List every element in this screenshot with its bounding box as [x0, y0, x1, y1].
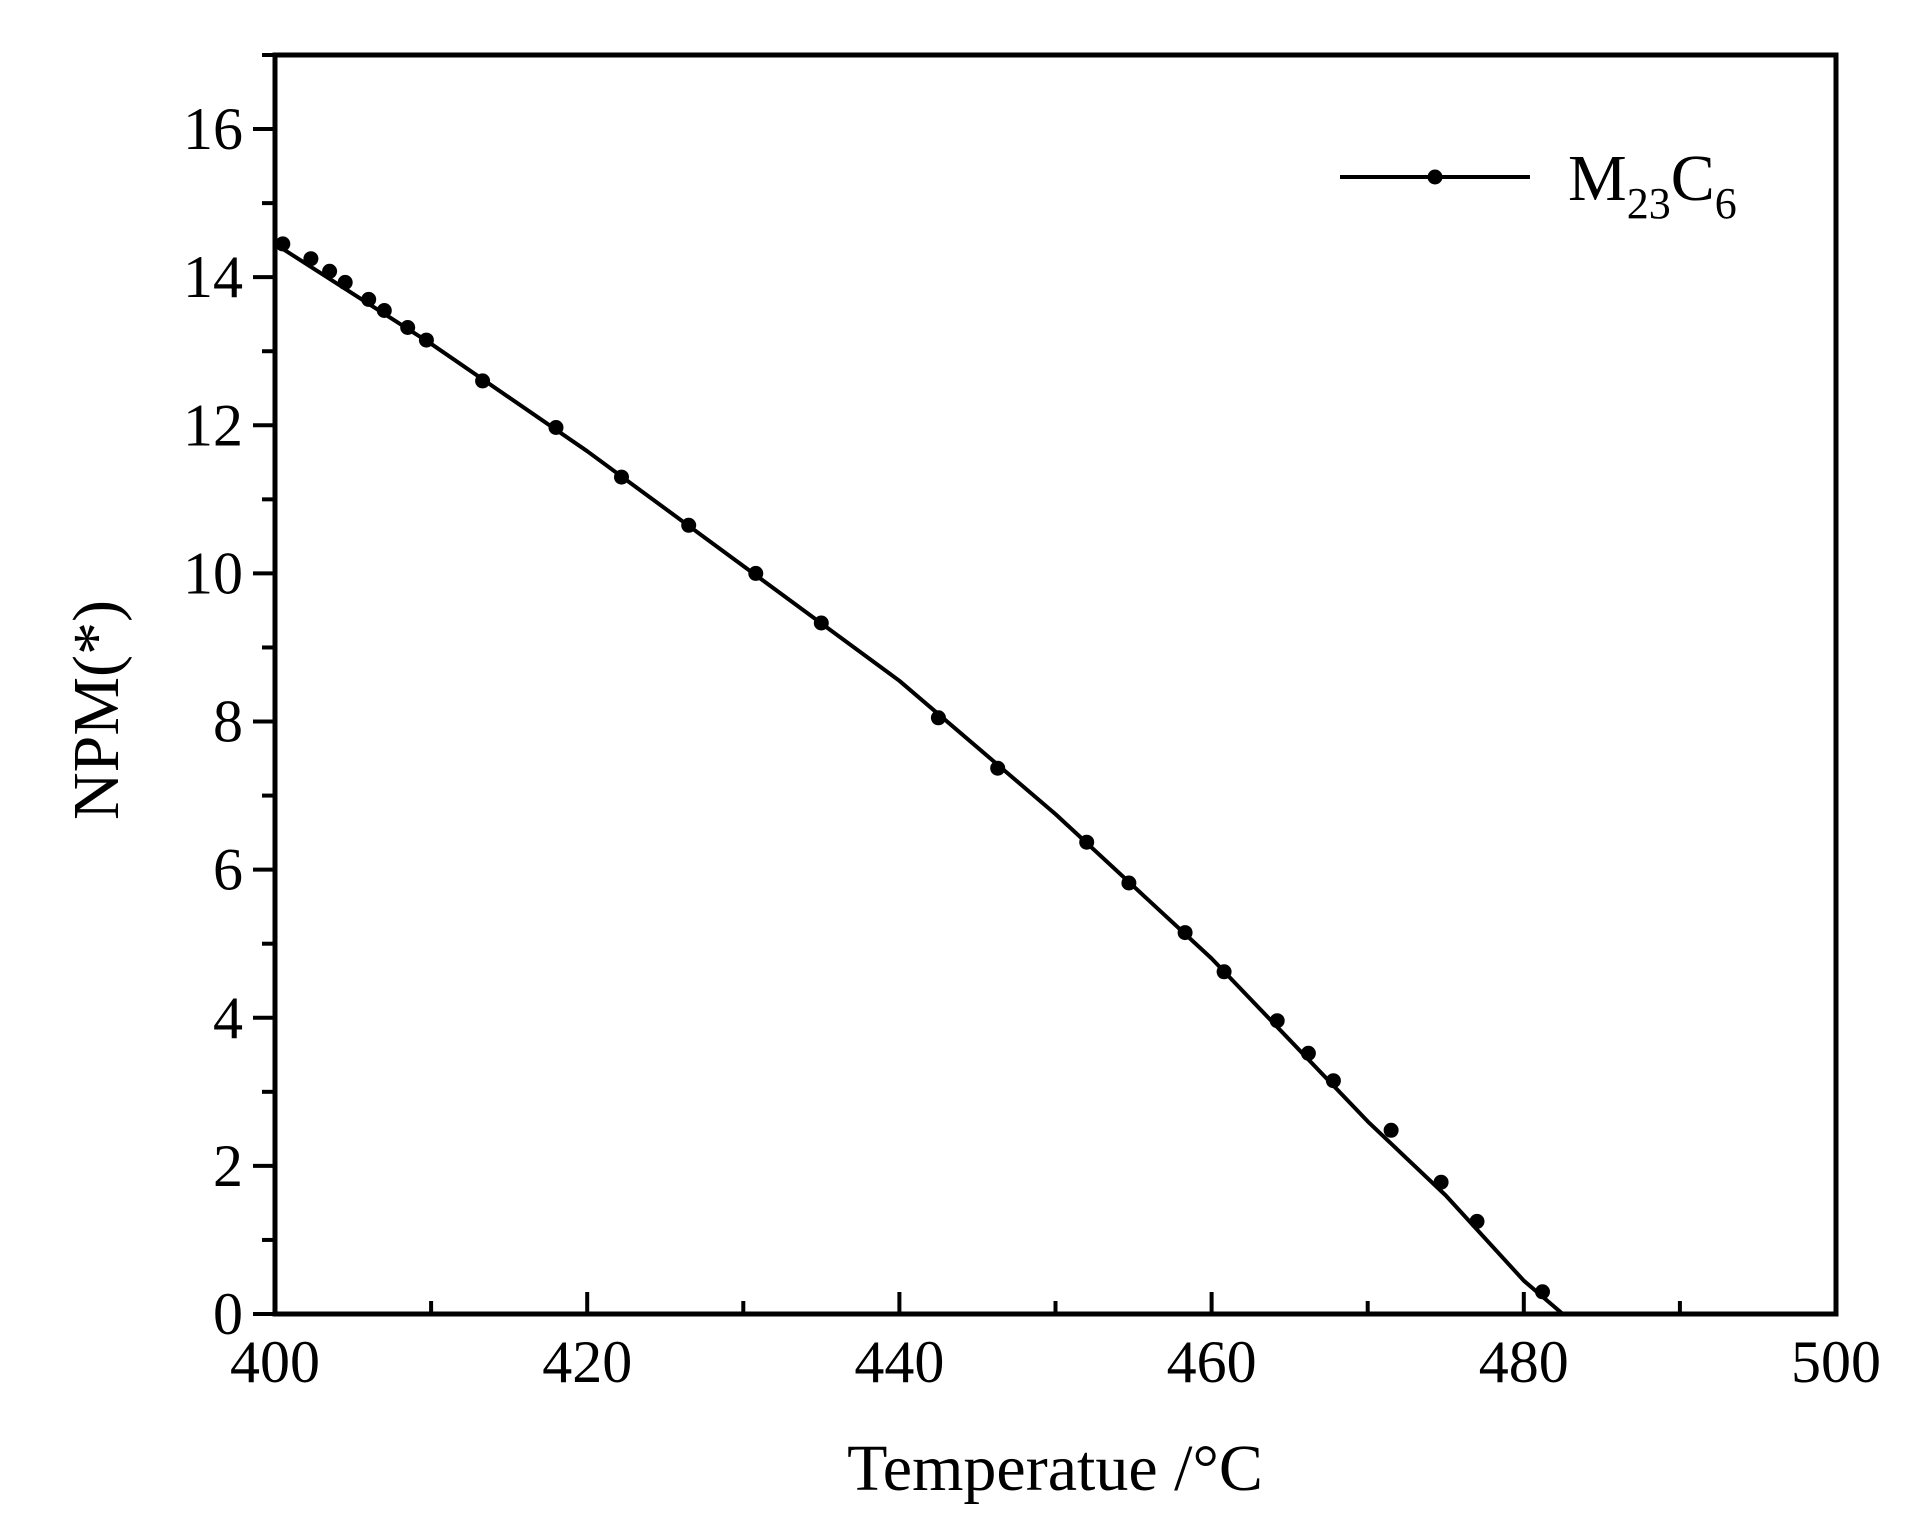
- y-tick-label: 12: [183, 392, 243, 458]
- legend-marker: [1427, 169, 1443, 185]
- y-tick-label: 2: [213, 1133, 243, 1199]
- legend-label: M23C6: [1568, 142, 1737, 228]
- data-point: [1216, 964, 1232, 980]
- y-tick-label: 0: [213, 1281, 243, 1347]
- data-point: [681, 517, 697, 533]
- tick-labels-layer: 400 420 440 460 480 500 0 2 4 6 8 10 12 14 16: [183, 96, 1881, 1395]
- y-tick-label: 4: [213, 985, 243, 1051]
- data-point: [1079, 834, 1095, 850]
- data-point: [548, 420, 564, 435]
- x-tick-label: 480: [1479, 1329, 1569, 1395]
- data-point: [1269, 1013, 1285, 1029]
- data-point: [1325, 1073, 1341, 1089]
- data-point: [614, 469, 629, 485]
- data-point: [1383, 1122, 1399, 1138]
- y-tick-label: 14: [183, 244, 243, 310]
- x-tick-label: 500: [1791, 1329, 1881, 1395]
- data-point: [337, 274, 353, 290]
- data-point: [1469, 1213, 1485, 1229]
- legend: M23C6: [1340, 142, 1737, 228]
- data-point: [1177, 925, 1193, 941]
- data-point: [322, 263, 338, 279]
- y-tick-label: 6: [213, 837, 243, 903]
- data-point: [1535, 1284, 1550, 1300]
- data-point: [475, 373, 491, 389]
- y-tick-label: 16: [183, 96, 243, 162]
- x-tick-label: 460: [1167, 1329, 1257, 1395]
- data-point: [418, 332, 434, 348]
- data-point: [748, 565, 764, 581]
- data-point: [400, 320, 416, 335]
- legend-label-mid: C: [1671, 142, 1715, 215]
- legend-label-sub2: 6: [1715, 179, 1737, 228]
- x-tick-label: 400: [230, 1329, 320, 1395]
- data-point: [275, 236, 291, 252]
- x-axis-title: Temperatue /°C: [847, 1432, 1263, 1505]
- y-tick-label: 10: [183, 540, 243, 606]
- legend-label-base: M: [1568, 142, 1627, 215]
- x-tick-label: 420: [542, 1329, 632, 1395]
- data-point: [930, 710, 946, 726]
- data-point: [1300, 1045, 1316, 1061]
- data-point: [376, 303, 392, 318]
- data-point: [813, 615, 829, 631]
- data-point: [1121, 875, 1137, 891]
- data-point: [1433, 1174, 1449, 1190]
- y-tick-label: 8: [213, 689, 243, 755]
- y-axis-title: NPM(*): [60, 600, 133, 820]
- series-layer: [273, 236, 1565, 1316]
- plot-frame: [272, 52, 1839, 1317]
- legend-label-sub1: 23: [1627, 179, 1671, 228]
- data-point: [990, 760, 1006, 776]
- data-point: [361, 291, 377, 307]
- x-tick-label: 440: [854, 1329, 944, 1395]
- data-point: [303, 251, 319, 267]
